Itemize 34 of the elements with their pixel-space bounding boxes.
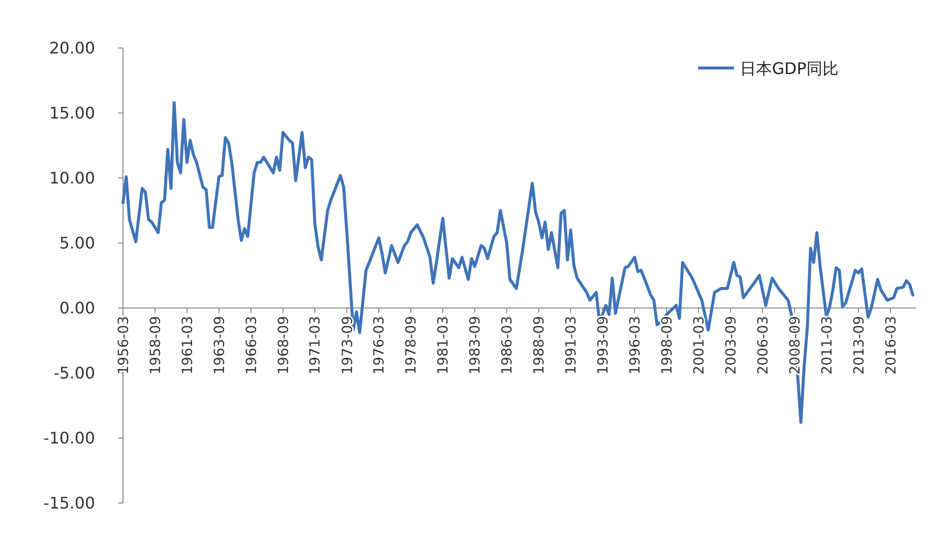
y-tick-label: -10.00 xyxy=(43,428,95,448)
x-tick-label: 1958-09 xyxy=(148,316,164,374)
x-tick-label: 1986-03 xyxy=(500,316,516,374)
y-tick-label: 20.00 xyxy=(49,38,95,58)
x-tick-label: 2013-09 xyxy=(851,316,868,374)
x-tick-label: 1968-09 xyxy=(276,316,292,374)
y-tick-label: -15.00 xyxy=(43,494,95,513)
x-tick-label: 1991-03 xyxy=(564,316,580,374)
x-tick-label: 1971-03 xyxy=(308,316,324,374)
y-tick-label: 15.00 xyxy=(49,104,95,123)
x-tick-label: 1996-03 xyxy=(628,316,644,374)
x-tick-label: 1973-09 xyxy=(340,316,356,374)
x-tick-label: 1976-03 xyxy=(372,316,388,374)
y-tick-label: 10.00 xyxy=(49,168,95,188)
y-tick-label: 5.00 xyxy=(59,234,95,253)
x-tick-label: 1988-09 xyxy=(532,316,548,374)
x-tick-label: 1961-03 xyxy=(180,316,196,374)
x-tick-label: 1966-03 xyxy=(244,316,260,374)
y-tick-label: -5.00 xyxy=(54,364,95,383)
x-tick-label: 1978-09 xyxy=(404,316,420,374)
legend-label: 日本GDP同比 xyxy=(740,59,838,78)
x-tick-label: 1963-09 xyxy=(212,316,228,374)
x-tick-label: 1998-09 xyxy=(660,316,676,374)
x-tick-label: 1983-09 xyxy=(468,316,484,374)
y-tick-label: 0.00 xyxy=(59,298,95,318)
x-tick-label: 2016-03 xyxy=(883,316,900,374)
x-tick-label: 1981-03 xyxy=(436,316,452,374)
x-tick-label: 2011-03 xyxy=(819,316,836,374)
x-tick-label: 1956-03 xyxy=(116,316,132,374)
x-tick-label: 2006-03 xyxy=(755,316,772,374)
x-tick-label: 2008-09 xyxy=(787,316,804,374)
x-tick-label: 2003-09 xyxy=(723,316,740,374)
x-tick-label: 2001-03 xyxy=(691,316,708,374)
x-tick-label: 1993-09 xyxy=(596,316,612,374)
